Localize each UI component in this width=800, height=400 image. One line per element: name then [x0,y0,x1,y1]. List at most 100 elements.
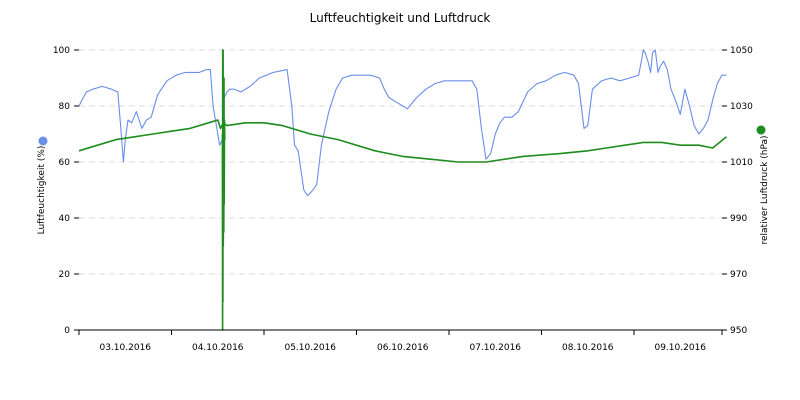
data-point [134,136,135,137]
y-axis-right-title: relativer Luftdruck (hPa) [760,135,770,244]
y-left-tick-label: 80 [59,102,71,112]
x-tick-label: 07.10.2016 [469,343,521,353]
y-right-tick-label: 950 [730,326,747,336]
data-point [222,133,223,134]
data-point [310,133,311,134]
data-point [650,72,651,73]
data-point [157,94,158,95]
data-point [131,122,132,123]
x-tick-label: 09.10.2016 [654,343,706,353]
data-point [300,170,301,171]
data-point [213,105,214,106]
data-point [462,80,463,81]
data-point [398,103,399,104]
data-point [102,86,103,87]
data-point [250,86,251,87]
data-point [336,89,337,90]
data-point [472,80,473,81]
x-tick-label: 06.10.2016 [377,343,429,353]
series-1 [78,119,728,163]
data-point [78,150,79,151]
data-point [564,72,565,73]
data-point [680,145,681,146]
humidity-series-marker [38,136,48,146]
data-point [703,128,704,129]
data-point [240,91,241,92]
data-point [578,83,579,84]
data-point [641,61,642,62]
data-point [223,49,224,50]
data-point [222,301,223,302]
chart-title: Luftfeuchtigkeit und Luftdruck [310,11,491,25]
data-point [229,89,230,90]
data-point [210,69,211,70]
data-point [518,111,519,112]
data-point [86,91,87,92]
data-point [127,119,128,120]
data-point [661,142,662,143]
data-point [481,128,482,129]
data-point [435,83,436,84]
series-line [78,49,727,197]
data-point [219,145,220,146]
data-point [670,89,671,90]
data-point [721,75,722,76]
data-point [220,128,221,129]
series-layer [78,49,728,331]
data-point [379,77,380,78]
data-point [675,100,676,101]
data-point [536,83,537,84]
data-point [652,52,653,53]
data-point [430,159,431,160]
data-point [298,150,299,151]
x-tick-label: 03.10.2016 [99,343,151,353]
data-point [698,133,699,134]
x-tick-label: 08.10.2016 [562,343,614,353]
data-point [316,184,317,185]
data-point [559,153,560,154]
data-point [312,189,313,190]
y-right-tick-label: 1030 [730,102,753,112]
data-point [141,128,142,129]
data-point [601,80,602,81]
data-point [199,72,200,73]
data-point [657,72,658,73]
series-0 [78,49,727,197]
data-point [310,192,311,193]
data-point [337,139,338,140]
data-point [698,145,699,146]
data-point [407,108,408,109]
grid-lines [79,49,722,275]
data-point [667,69,668,70]
data-point [712,147,713,148]
data-point [485,161,486,162]
data-point [712,100,713,101]
data-point [263,122,264,123]
y-left-tick-label: 100 [53,46,70,56]
data-point [361,75,362,76]
data-point [273,72,274,73]
data-point [647,61,648,62]
data-point [234,89,235,90]
y-left-tick-label: 0 [64,326,70,336]
data-point [504,117,505,118]
data-point [223,231,224,232]
data-point [555,75,556,76]
data-point [151,117,152,118]
data-point [592,89,593,90]
data-point [223,77,224,78]
data-point [226,91,227,92]
data-point [206,69,207,70]
data-point [707,119,708,120]
y-right-tick-label: 970 [730,270,747,280]
data-point [476,89,477,90]
data-point [92,89,93,90]
data-point [176,75,177,76]
data-point [402,156,403,157]
data-point [495,133,496,134]
data-point [120,125,121,126]
data-point [189,128,190,129]
data-point [511,117,512,118]
data-point [97,145,98,146]
data-point [321,145,322,146]
